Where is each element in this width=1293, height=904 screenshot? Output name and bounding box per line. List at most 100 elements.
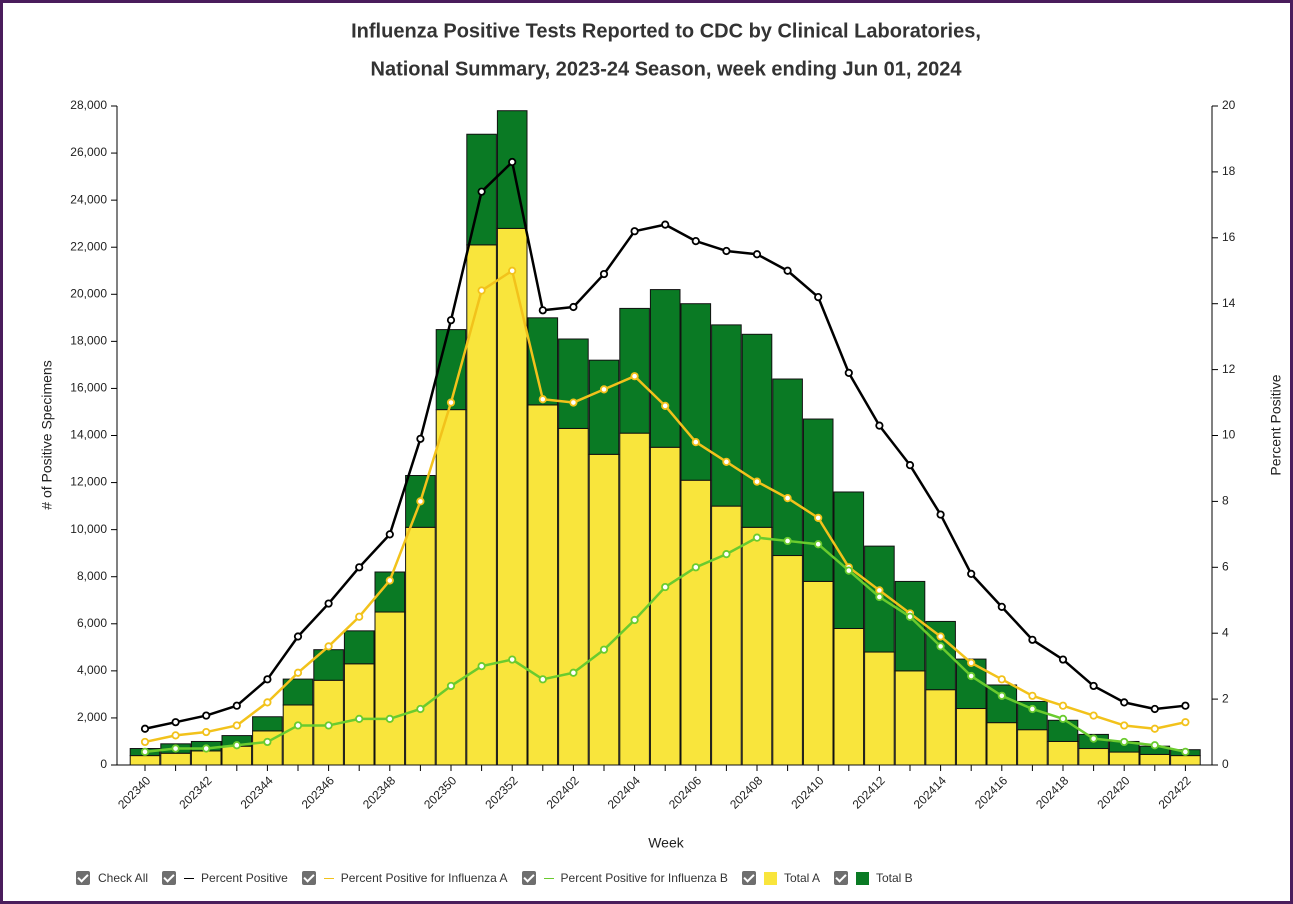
point: [661, 220, 670, 229]
checkbox[interactable]: [833, 871, 848, 885]
checkbox[interactable]: [521, 871, 536, 885]
point: [997, 602, 1006, 611]
legend-item[interactable]: Total B: [833, 871, 913, 885]
bar: [864, 651, 895, 766]
bar: [527, 404, 559, 766]
y2-tick-label: 12: [1222, 362, 1236, 376]
y2-tick-label: 0: [1222, 757, 1229, 771]
point: [844, 566, 853, 575]
y-tick-label: 22,000: [70, 239, 107, 253]
point: [1120, 737, 1129, 747]
bar: [955, 708, 987, 766]
point: [477, 187, 486, 196]
bar: [160, 752, 191, 766]
bar: [741, 333, 773, 528]
bar: [711, 505, 742, 766]
point: [691, 437, 700, 447]
point: [324, 642, 333, 651]
point: [1181, 701, 1190, 710]
checkbox[interactable]: [301, 871, 316, 885]
legend-item[interactable]: Percent Positive for Influenza A: [301, 871, 508, 885]
x-tick-label: 202404: [605, 773, 643, 811]
point: [508, 157, 517, 167]
checkbox[interactable]: [162, 871, 177, 885]
legend-check-all[interactable]: Check All: [76, 871, 148, 885]
point: [569, 398, 578, 407]
checkbox[interactable]: [741, 871, 756, 885]
x-tick-label: 202414: [911, 773, 949, 811]
bar: [1017, 729, 1048, 766]
point: [783, 494, 792, 503]
point: [691, 563, 700, 572]
point: [722, 550, 731, 559]
point: [293, 721, 303, 730]
legend-item[interactable]: Percent Positive for Influenza B: [521, 871, 728, 885]
x-tick-label: 202420: [1094, 773, 1132, 811]
bar: [466, 244, 497, 766]
bar: [680, 479, 712, 766]
point: [875, 586, 884, 595]
point: [722, 246, 731, 256]
bar: [527, 317, 559, 406]
point: [691, 236, 700, 246]
point: [569, 302, 578, 312]
x-tick-label: 202352: [482, 773, 520, 811]
point: [202, 711, 211, 720]
x-tick-label: 202340: [115, 773, 153, 811]
point: [814, 293, 823, 302]
bar: [986, 722, 1018, 766]
y2-tick-label: 14: [1222, 296, 1236, 310]
bar: [619, 432, 650, 766]
bar: [588, 453, 620, 766]
point: [1089, 734, 1098, 743]
bar: [405, 526, 436, 766]
bar: [894, 670, 926, 766]
x-tick-label: 202402: [544, 773, 582, 811]
point: [1028, 704, 1037, 714]
legend: Check All Percent Positive Percent Positiv…: [76, 871, 927, 885]
point: [661, 401, 670, 410]
point: [1089, 681, 1098, 691]
point: [385, 714, 394, 723]
y-tick-label: 16,000: [70, 381, 107, 395]
point: [661, 582, 670, 592]
point: [1150, 704, 1159, 714]
legend-item[interactable]: Total A: [741, 871, 820, 885]
point: [477, 286, 486, 295]
bar: [833, 627, 865, 766]
x-tick-label: 202342: [176, 773, 214, 811]
point: [967, 658, 976, 667]
legend-swatch: [763, 871, 777, 885]
bar: [190, 750, 222, 766]
point: [752, 477, 762, 486]
bar: [1078, 748, 1109, 766]
bar: [343, 630, 375, 665]
legend-swatch: [855, 871, 869, 885]
bar: [986, 684, 1018, 724]
point: [508, 266, 517, 275]
point: [1120, 721, 1129, 730]
legend-swatch: [543, 877, 554, 879]
bar: [252, 730, 283, 766]
checkbox[interactable]: [76, 871, 90, 885]
bar: [558, 427, 589, 766]
point: [1028, 691, 1037, 700]
bar: [558, 338, 589, 429]
legend-item[interactable]: Percent Positive: [162, 871, 288, 885]
x-tick-label: 202408: [727, 773, 765, 811]
point: [232, 701, 241, 710]
point: [140, 747, 150, 756]
legend-label: Check All: [98, 871, 149, 885]
point: [324, 599, 333, 608]
bar: [1108, 751, 1140, 766]
point: [538, 395, 547, 404]
point: [905, 461, 915, 470]
legend-label: Total B: [875, 871, 913, 885]
bar: [435, 329, 467, 411]
x-tick-label: 202350: [421, 773, 459, 811]
bar: [772, 555, 803, 766]
bar: [1139, 753, 1171, 766]
bar: [741, 526, 773, 766]
bar: [833, 491, 865, 629]
point: [1150, 741, 1159, 750]
